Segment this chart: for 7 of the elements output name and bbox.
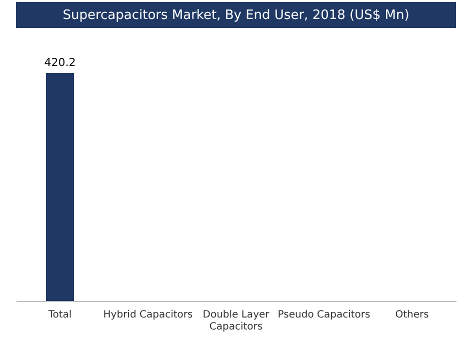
x-tick-label: Total bbox=[47, 310, 72, 320]
x-tick-label: Double Layer Capacitors bbox=[202, 310, 270, 332]
x-tick-label: Others bbox=[395, 310, 429, 320]
data-label: 420.2 bbox=[44, 56, 76, 69]
chart-title: Supercapacitors Market, By End User, 2018 (US$ Mn) bbox=[62, 8, 410, 23]
x-tick-label: Pseudo Capacitors bbox=[278, 310, 370, 320]
x-tick-label: Hybrid Capacitors bbox=[103, 310, 193, 320]
